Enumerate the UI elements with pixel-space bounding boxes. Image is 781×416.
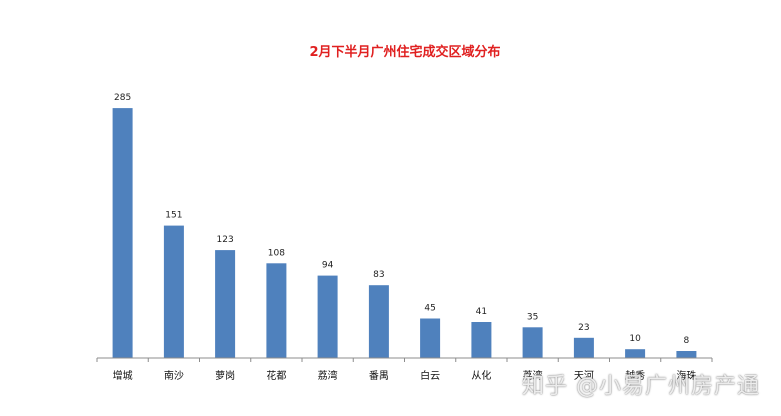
data-label: 8 <box>684 336 690 346</box>
bars-group <box>112 108 697 358</box>
category-label: 荔湾 <box>318 369 338 382</box>
data-label: 108 <box>268 248 285 258</box>
bar <box>368 285 389 358</box>
x-axis-ticks <box>96 358 713 362</box>
data-label: 41 <box>476 307 487 317</box>
watermark: 知乎 @小易广州房产通 <box>522 374 760 399</box>
category-label: 花都 <box>266 369 286 382</box>
category-label: 增城 <box>113 369 133 382</box>
data-label: 10 <box>629 334 641 344</box>
category-label: 荔湾 <box>523 369 543 382</box>
category-labels-group: 增城 南沙 萝岗 花都 荔湾 番禺 白云 从化 荔湾 天河 越秀 海珠 <box>113 369 697 382</box>
data-label: 23 <box>578 323 589 333</box>
data-label: 151 <box>165 211 182 221</box>
bar <box>163 225 184 358</box>
bar <box>625 349 646 358</box>
bar <box>112 108 133 358</box>
bar <box>215 250 236 358</box>
data-label: 94 <box>322 261 334 271</box>
category-label: 海珠 <box>676 369 696 382</box>
bar <box>317 275 338 358</box>
chart-title: 2月下半月广州住宅成交区域分布 <box>309 44 500 60</box>
bar <box>522 327 543 358</box>
category-label: 白云 <box>420 369 440 382</box>
data-label: 285 <box>114 93 131 103</box>
bar <box>471 322 492 358</box>
category-label: 越秀 <box>625 369 645 382</box>
category-label: 番禺 <box>369 370 389 382</box>
data-label: 35 <box>527 312 538 322</box>
bar <box>420 318 441 358</box>
data-label: 83 <box>373 270 384 280</box>
bar <box>573 337 594 358</box>
category-label: 从化 <box>471 369 491 382</box>
bar <box>266 263 287 358</box>
category-label: 天河 <box>574 370 594 382</box>
data-label: 123 <box>217 235 234 245</box>
data-label: 45 <box>424 304 435 314</box>
bar <box>676 351 697 358</box>
category-label: 南沙 <box>164 369 184 382</box>
category-label: 萝岗 <box>215 370 235 382</box>
